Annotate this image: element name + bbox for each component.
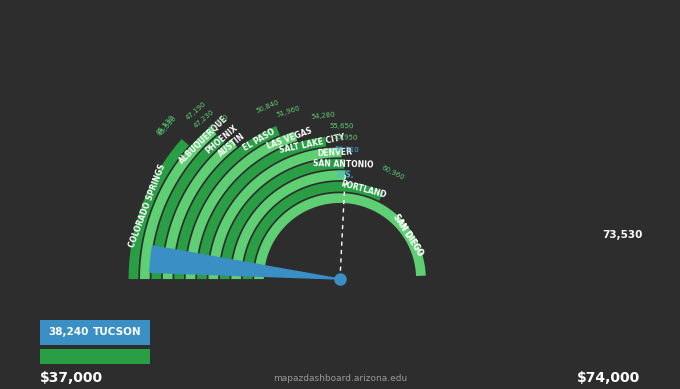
Polygon shape (220, 159, 345, 279)
Text: 55,650: 55,650 (330, 123, 354, 130)
Polygon shape (197, 137, 326, 279)
Text: COLORADO SPRINGS: COLORADO SPRINGS (127, 163, 167, 249)
Polygon shape (243, 182, 384, 279)
Text: LAS VEGAS: LAS VEGAS (265, 126, 313, 151)
Text: SAN ANTONIO: SAN ANTONIO (313, 159, 373, 169)
Polygon shape (254, 193, 426, 279)
Text: 50,840: 50,840 (256, 99, 280, 114)
Text: DENVER: DENVER (316, 147, 352, 158)
Polygon shape (209, 147, 341, 279)
Text: 54,280: 54,280 (311, 112, 335, 120)
Text: EL PASO: EL PASO (241, 127, 277, 153)
Text: ALBUQUERQUE: ALBUQUERQUE (177, 114, 230, 166)
Polygon shape (174, 126, 280, 279)
FancyBboxPatch shape (40, 349, 150, 364)
Text: 45,530: 45,530 (156, 114, 176, 136)
Text: SAN DIEGO: SAN DIEGO (391, 213, 425, 258)
Text: $37,000: $37,000 (40, 371, 103, 385)
Polygon shape (129, 139, 189, 279)
Text: 51,960: 51,960 (275, 105, 301, 118)
Text: 56,310: 56,310 (334, 146, 359, 153)
Text: 47,710: 47,710 (207, 113, 230, 133)
Text: 55,950: 55,950 (333, 135, 358, 142)
Text: 73,530: 73,530 (602, 230, 643, 240)
Text: AUSTIN: AUSTIN (216, 132, 247, 159)
Polygon shape (140, 127, 217, 279)
Text: 45,530: 45,530 (157, 115, 177, 137)
Polygon shape (150, 246, 340, 279)
Polygon shape (231, 170, 345, 279)
Polygon shape (163, 139, 237, 279)
Text: $74,000: $74,000 (577, 371, 640, 385)
FancyBboxPatch shape (40, 320, 150, 345)
Text: PORTLAND: PORTLAND (340, 179, 387, 200)
Text: mapazdashboard.arizona.edu: mapazdashboard.arizona.edu (273, 374, 407, 383)
Polygon shape (152, 135, 224, 279)
Text: SAN DIEGO: SAN DIEGO (392, 213, 425, 258)
Text: U.S.: U.S. (336, 170, 354, 180)
Text: 47,190: 47,190 (185, 100, 208, 121)
Text: SALT LAKE CITY: SALT LAKE CITY (279, 133, 346, 155)
Text: TUCSON: TUCSON (92, 328, 141, 337)
Polygon shape (186, 131, 297, 279)
Text: 60,960: 60,960 (381, 165, 405, 181)
Text: 47,230: 47,230 (193, 109, 216, 129)
Text: PHOENIX: PHOENIX (203, 123, 239, 155)
Text: 38,240: 38,240 (48, 328, 88, 337)
